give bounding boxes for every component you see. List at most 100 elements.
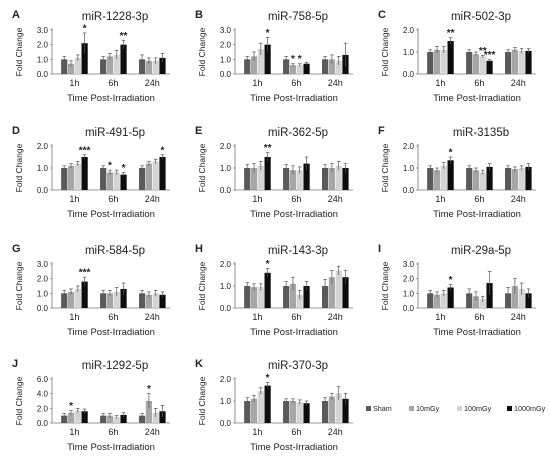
bar-6h-10mGy	[472, 296, 480, 308]
x-tick-label: 6h	[291, 312, 301, 322]
significance-mark: *	[266, 28, 270, 39]
y-axis-label: Fold Change	[380, 27, 390, 76]
y-tick-label: 2.0	[220, 142, 232, 151]
y-axis-label: Fold Change	[197, 261, 207, 310]
bar-24h-1000mGy	[159, 294, 166, 308]
bar-24h-1000mGy	[159, 157, 166, 190]
x-tick-label: 24h	[511, 78, 526, 88]
bar-6h-Sham	[283, 168, 290, 190]
bar-6h-10mGy	[106, 415, 114, 423]
x-tick-label: 1h	[69, 194, 79, 204]
bar-24h-100mGy	[152, 412, 159, 423]
bar-6h-100mGy	[113, 291, 120, 308]
y-tick-label: 4.0	[37, 390, 49, 399]
x-axis-label: Time Post-Irradiation	[67, 327, 155, 338]
y-tick-label: 1.0	[403, 48, 415, 57]
bar-1h-100mGy	[74, 163, 81, 190]
panel-title: miR-1292-5p	[82, 360, 148, 372]
bar-24h-10mGy	[511, 169, 518, 190]
panel-letter: C	[378, 9, 386, 21]
bar-6h-1000mGy	[486, 166, 493, 190]
bar-6h-Sham	[283, 286, 290, 308]
y-tick-label: 0.0	[37, 419, 49, 428]
bar-6h-10mGy	[289, 170, 297, 190]
panel-title: miR-370-3p	[268, 360, 328, 372]
significance-mark: *	[161, 145, 165, 156]
bar-24h-10mGy	[328, 168, 335, 190]
y-tick-label: 0.0	[220, 304, 232, 313]
x-axis-label: Time Post-Irradiation	[250, 93, 338, 104]
x-tick-label: 1h	[252, 312, 262, 322]
legend-label: 10mGy	[416, 404, 440, 413]
bar-24h-Sham	[505, 168, 512, 190]
x-tick-label: 6h	[474, 78, 484, 88]
legend-label: 1000mGy	[514, 404, 546, 413]
bar-6h-100mGy	[113, 54, 120, 74]
bar-24h-Sham	[322, 286, 329, 308]
significance-mark: *	[147, 384, 151, 395]
significance-mark: *	[291, 54, 295, 65]
y-axis-label: Fold Change	[197, 376, 207, 425]
x-tick-label: 1h	[435, 194, 445, 204]
bar-24h-1000mGy	[525, 166, 532, 190]
x-axis-label: Time Post-Irradiation	[67, 209, 155, 220]
bar-1h-10mGy	[250, 287, 258, 308]
bar-24h-1000mGy	[525, 50, 532, 74]
x-tick-label: 24h	[328, 194, 343, 204]
panel-title: miR-758-5p	[268, 11, 328, 23]
bar-24h-10mGy	[328, 396, 335, 423]
bar-24h-1000mGy	[342, 168, 349, 190]
bar-24h-10mGy	[145, 163, 152, 190]
x-axis-label: Time Post-Irradiation	[250, 209, 338, 220]
legend-label: Sham	[373, 404, 392, 413]
bar-1h-10mGy	[250, 398, 258, 423]
y-tick-label: 3.0	[37, 26, 49, 35]
y-tick-label: 1.0	[220, 164, 232, 173]
bar-24h-1000mGy	[342, 277, 349, 308]
y-tick-label: 2.0	[403, 142, 415, 151]
bar-6h-100mGy	[479, 56, 486, 74]
bar-1h-1000mGy	[447, 41, 454, 74]
bar-1h-10mGy	[67, 63, 75, 74]
bar-1h-1000mGy	[264, 272, 271, 308]
y-tick-label: 1.0	[37, 289, 49, 298]
x-tick-label: 24h	[328, 312, 343, 322]
panel-title: miR-491-5p	[85, 127, 145, 139]
bar-24h-Sham	[139, 168, 146, 190]
x-tick-label: 24h	[145, 78, 160, 88]
panel-title: miR-3135b	[453, 127, 509, 139]
x-axis-label: Time Post-Irradiation	[433, 327, 521, 338]
bar-6h-100mGy	[296, 170, 303, 190]
bar-1h-Sham	[427, 293, 434, 308]
bar-24h-Sham	[505, 293, 512, 308]
x-axis-label: Time Post-Irradiation	[67, 93, 155, 104]
legend-swatch-100mGy	[457, 406, 462, 411]
significance-mark: *	[449, 148, 453, 159]
bar-1h-1000mGy	[264, 157, 271, 190]
y-tick-label: 0.0	[220, 419, 232, 428]
legend-swatch-Sham	[366, 406, 371, 411]
significance-mark: *	[83, 23, 87, 34]
bar-6h-1000mGy	[303, 163, 310, 190]
panel-letter: E	[195, 125, 202, 137]
y-tick-label: 0.0	[220, 186, 232, 195]
bar-1h-100mGy	[74, 288, 81, 308]
y-tick-label: 3.0	[220, 26, 232, 35]
bar-1h-1000mGy	[81, 411, 88, 423]
x-tick-label: 24h	[328, 427, 343, 437]
panel-letter: I	[378, 243, 381, 255]
bar-24h-100mGy	[152, 60, 159, 74]
bar-1h-100mGy	[257, 49, 264, 74]
bar-6h-100mGy	[479, 299, 486, 308]
bar-1h-100mGy	[74, 57, 81, 74]
bar-24h-Sham	[139, 415, 146, 423]
bar-6h-100mGy	[113, 172, 120, 190]
panel-letter: D	[12, 125, 20, 137]
panel-letter: A	[12, 9, 20, 21]
panel-letter: F	[378, 125, 385, 137]
bar-1h-10mGy	[67, 291, 75, 308]
bar-1h-Sham	[61, 59, 68, 74]
bar-6h-Sham	[283, 401, 290, 423]
